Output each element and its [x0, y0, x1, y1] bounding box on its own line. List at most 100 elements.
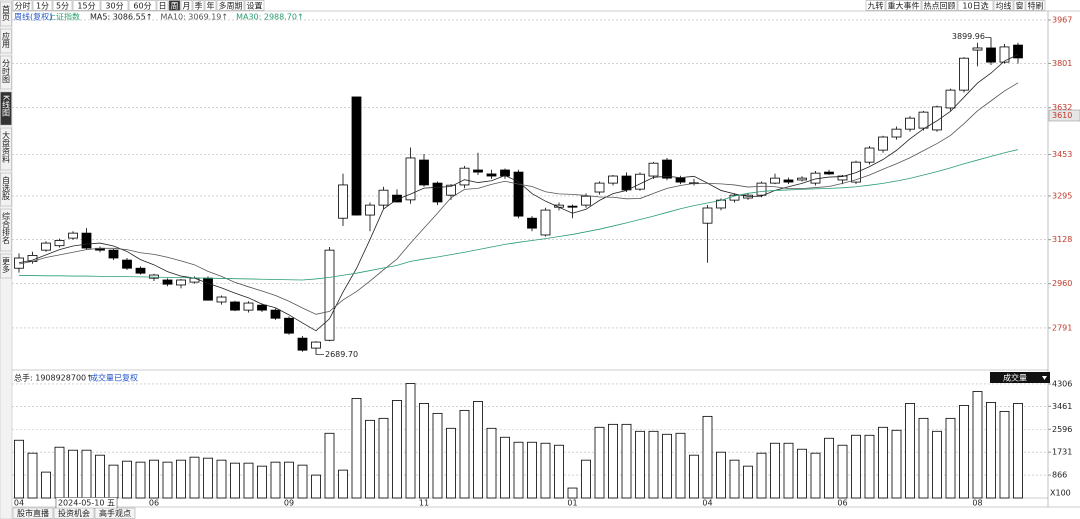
toolbar-button-label[interactable]: 30分: [105, 2, 123, 11]
toolbar-button[interactable]: [180, 0, 193, 11]
y-tick-label: 3453: [1052, 150, 1072, 159]
tool-button[interactable]: [993, 0, 1014, 11]
candle-body: [635, 173, 645, 190]
volume-bar: [270, 461, 281, 499]
ma-line: [18, 149, 1019, 281]
candle-body: [972, 47, 983, 51]
sidebar-tab-label[interactable]: 自选股: [2, 175, 11, 201]
tool-button-label[interactable]: 特刷: [1028, 1, 1044, 11]
sidebar-tab-label[interactable]: K线图: [2, 95, 11, 117]
volume-bar: [95, 454, 105, 499]
toolbar-button-label[interactable]: 1分: [36, 2, 49, 11]
toolbar-button-label[interactable]: 设置: [247, 1, 263, 11]
volume-bar: [662, 433, 672, 499]
toolbar-button-label[interactable]: 15分: [77, 2, 95, 11]
sidebar-tab[interactable]: [0, 253, 12, 279]
volume-bar: [351, 398, 362, 499]
tool-button-label[interactable]: 窗: [1016, 1, 1024, 11]
candle-body: [756, 182, 767, 196]
candle-body: [662, 159, 672, 179]
toolbar-button[interactable]: [216, 0, 245, 11]
sidebar-tab[interactable]: [0, 172, 12, 207]
toolbar-button-label[interactable]: 年: [207, 1, 215, 11]
tool-button[interactable]: [865, 0, 886, 11]
tool-button[interactable]: [1013, 0, 1026, 11]
toolbar-button-label[interactable]: 分时: [15, 1, 31, 11]
sidebar-tab-label[interactable]: 综合排名: [2, 211, 11, 245]
indicator-label[interactable]: 成交量: [1003, 373, 1027, 383]
tool-button[interactable]: [885, 0, 922, 11]
candle-body: [905, 117, 915, 130]
candle-body: [243, 302, 254, 311]
candle-body: [297, 337, 308, 351]
toolbar-button[interactable]: [52, 0, 73, 11]
toolbar-button[interactable]: [168, 0, 181, 11]
sidebar-tab-label[interactable]: 分时图: [2, 59, 11, 84]
tool-button-label[interactable]: 热点回顾: [924, 1, 956, 11]
sidebar-tab[interactable]: [0, 28, 12, 54]
toolbar-button-label[interactable]: 多周期: [219, 1, 243, 11]
toolbar-button-label[interactable]: 月: [183, 2, 191, 11]
tool-button-label[interactable]: 均线: [996, 1, 1012, 11]
toolbar-button-label[interactable]: 周: [171, 2, 179, 11]
sidebar-tab[interactable]: [0, 55, 12, 90]
candle-body: [702, 207, 713, 224]
tool-button[interactable]: [957, 0, 994, 11]
sidebar-tab[interactable]: [0, 208, 12, 252]
toolbar-button[interactable]: [192, 0, 205, 11]
candle-body: [41, 242, 51, 251]
candle-body: [932, 106, 942, 131]
sidebar-tab-label[interactable]: 应用: [2, 31, 11, 49]
volume-bar: [635, 430, 645, 499]
y-tick-label: 3128: [1052, 235, 1072, 244]
sidebar-tab[interactable]: [0, 91, 12, 126]
volume-bar: [959, 404, 969, 499]
candle-body: [540, 209, 551, 236]
ma-legend: MA10: 3069.19↑: [161, 13, 229, 22]
toolbar-button[interactable]: [72, 0, 101, 11]
ma-legend: MA30: 2988.70↑: [236, 13, 304, 22]
volume-bar: [459, 409, 470, 499]
bottom-tab-label[interactable]: 高手观点: [99, 508, 131, 518]
candle-body: [338, 184, 348, 219]
candle-body: [378, 189, 389, 206]
candle-body: [797, 177, 807, 181]
toolbar-button-label[interactable]: 60分: [133, 2, 151, 11]
toolbar-button[interactable]: [12, 0, 33, 11]
toolbar-button-label[interactable]: 日: [159, 2, 167, 11]
candle-body: [324, 249, 335, 341]
toolbar-button-label[interactable]: 季: [195, 1, 203, 11]
volume-bar: [513, 441, 524, 499]
candle-body: [311, 341, 321, 349]
toolbar-button[interactable]: [244, 0, 265, 11]
sidebar-tab-label[interactable]: 大盘资料: [2, 130, 11, 164]
x-tick-label: 08: [972, 499, 982, 508]
volume-y-tick-label: 2596: [1052, 425, 1072, 434]
toolbar-button[interactable]: [204, 0, 217, 11]
bottom-tab-label[interactable]: 投资机会: [58, 508, 90, 518]
volume-y-tick-label: 3461: [1052, 402, 1072, 411]
toolbar-button[interactable]: [128, 0, 157, 11]
toolbar-button-label[interactable]: 5分: [56, 2, 69, 11]
tool-button-label[interactable]: 重大事件: [888, 1, 920, 11]
sidebar-tab-label[interactable]: 首页: [2, 4, 11, 22]
volume-bar: [500, 436, 510, 499]
tool-button[interactable]: [921, 0, 958, 11]
tool-button-label[interactable]: 10日选: [962, 1, 988, 11]
sidebar-tab-label[interactable]: 更多: [2, 257, 11, 274]
volume-bar: [918, 417, 929, 499]
volume-bar: [203, 457, 213, 499]
candle-body: [459, 167, 470, 186]
sidebar-tab[interactable]: [0, 127, 12, 171]
bottom-tab-label[interactable]: 股市直播: [17, 508, 49, 518]
toolbar-button[interactable]: [156, 0, 169, 11]
sidebar-tab[interactable]: [0, 1, 12, 27]
tool-button[interactable]: [1025, 0, 1046, 11]
candle-body: [149, 274, 159, 279]
toolbar-button[interactable]: [32, 0, 53, 11]
toolbar-button[interactable]: [100, 0, 129, 11]
volume-bar: [1013, 403, 1023, 499]
tool-button-label[interactable]: 九转: [868, 1, 884, 11]
indicator-selector[interactable]: [990, 372, 1050, 383]
